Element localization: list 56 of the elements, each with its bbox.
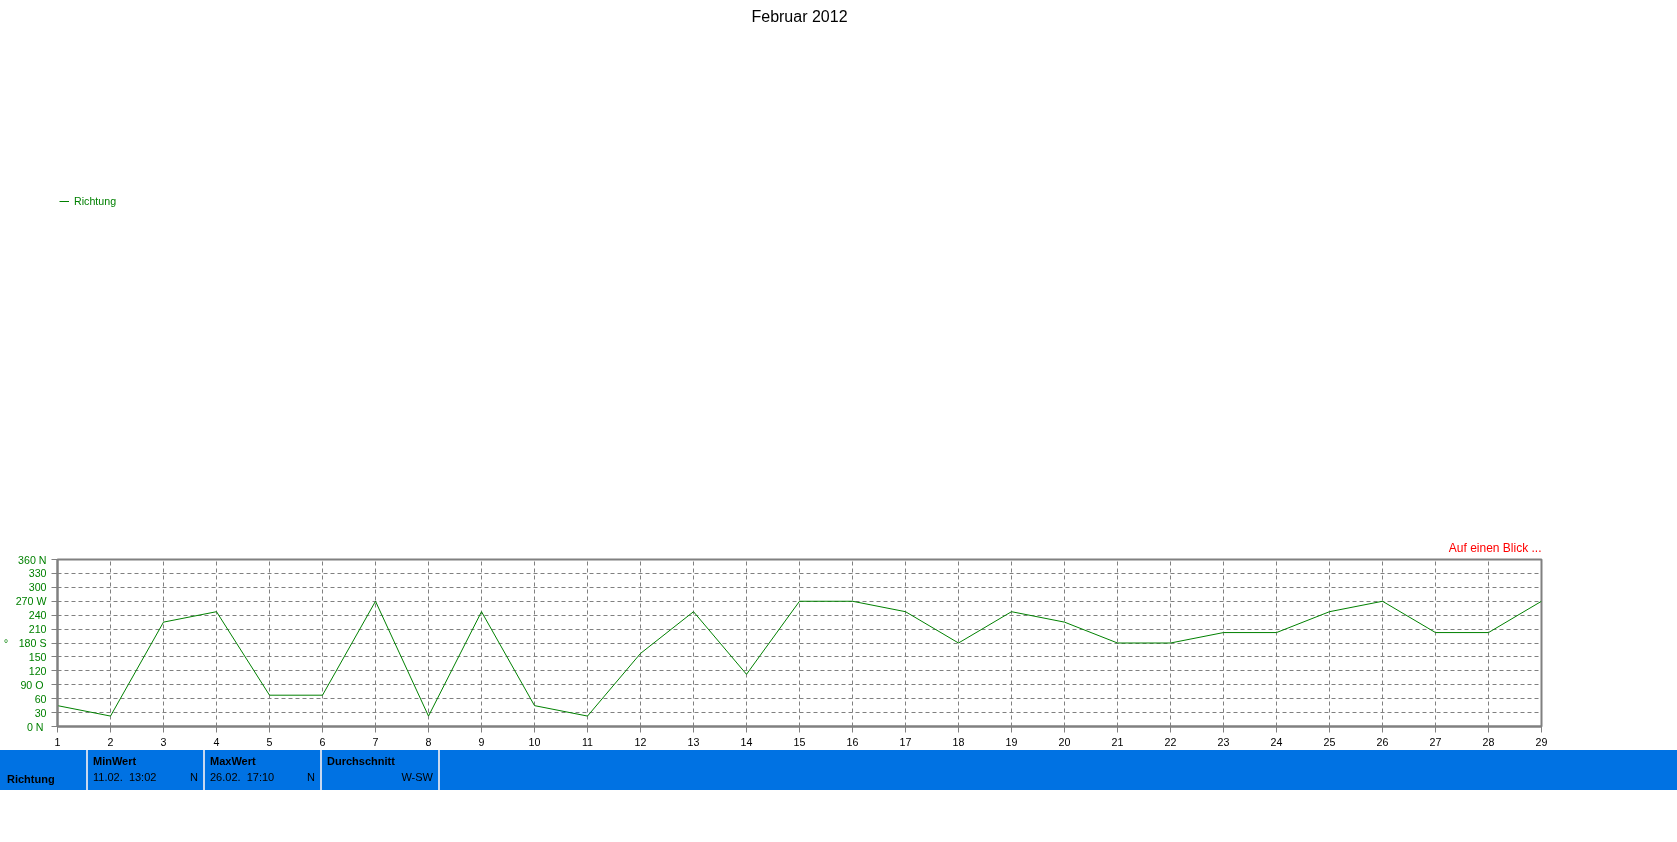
x-tick-label: 9 (478, 735, 485, 748)
x-tick-label: 17 (899, 735, 912, 748)
x-tick-label: 15 (793, 735, 806, 748)
x-tick-label: 27 (1429, 735, 1442, 748)
x-tick-label: 14 (740, 735, 753, 748)
y-tick-label: 210 (28, 623, 47, 636)
text: MinWert (93, 754, 138, 769)
text: N (307, 770, 315, 785)
x-tick-label: 3 (160, 735, 167, 748)
x-tick-label: 23 (1217, 735, 1230, 748)
x-tick-label: 8 (425, 735, 432, 748)
y-tick-label: 150 (28, 650, 47, 663)
line-series (57, 600, 1542, 717)
legend-label: Richtung (74, 195, 117, 207)
chart-title: Februar 2012 (751, 7, 848, 25)
text: 26.02. 17:10 (210, 770, 275, 785)
x-tick-label: 16 (846, 735, 859, 748)
y-tick-label: 360 N (18, 553, 47, 566)
x-tick-label: 22 (1164, 735, 1177, 748)
y-tick-label: 120 (28, 664, 47, 677)
x-tick-label: 24 (1270, 735, 1283, 748)
x-tick-label: 10 (528, 735, 541, 748)
x-tick-label: 29 (1535, 735, 1548, 748)
x-tick-label: 28 (1482, 735, 1495, 748)
x-tick-label: 11 (581, 735, 594, 748)
x-tick-label: 7 (372, 735, 379, 748)
x-tick-label: 26 (1376, 735, 1389, 748)
text: N (190, 770, 198, 785)
x-tick-label: 2 (107, 735, 114, 748)
text: Richtung (0, 750, 88, 790)
y-axis-title: ° (3, 637, 8, 649)
y-tick-label: 60 (34, 692, 47, 705)
text: MaxWert (210, 754, 257, 769)
y-tick-label: 330 (28, 567, 47, 580)
text: 11.02. 13:02 (93, 770, 157, 785)
x-tick-label: 19 (1005, 735, 1018, 748)
y-tick-label: 30 (34, 706, 47, 719)
text: Auf einen Blick ... (1448, 540, 1542, 555)
y-tick-label: 270 W (15, 595, 48, 608)
y-tick-label: 240 (28, 609, 47, 622)
x-tick-label: 5 (266, 735, 273, 748)
x-tick-label: 20 (1058, 735, 1071, 748)
y-tick-label: 300 (28, 581, 47, 594)
y-tick-label: 0 N (26, 720, 44, 733)
x-tick-label: 6 (319, 735, 326, 748)
text: Durchschnitt (327, 754, 396, 769)
x-tick-label: 4 (213, 735, 220, 748)
text: W-SW (400, 770, 433, 785)
x-tick-label: 18 (952, 735, 965, 748)
x-tick-label: 21 (1111, 735, 1124, 748)
x-tick-label: 13 (687, 735, 700, 748)
y-tick-label: 90 O (20, 678, 44, 691)
x-tick-label: 25 (1323, 735, 1336, 748)
x-tick-label: 1 (54, 735, 61, 748)
x-tick-label: 12 (634, 735, 647, 748)
y-tick-label: 180 S (18, 637, 47, 649)
